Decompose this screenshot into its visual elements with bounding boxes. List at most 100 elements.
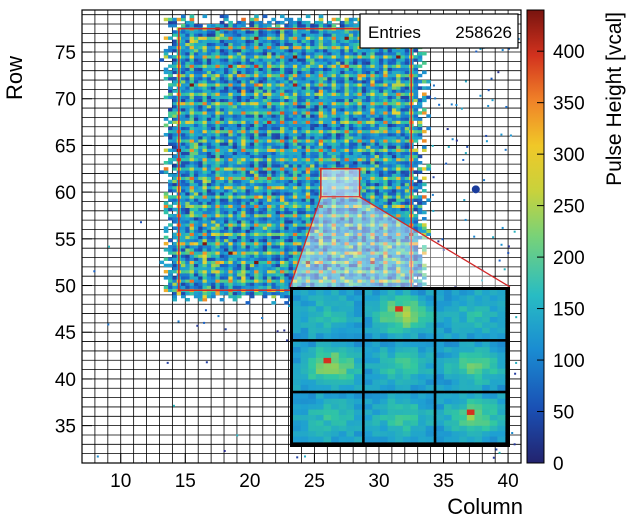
heatmap-pixel (305, 269, 311, 274)
heatmap-pixel (215, 185, 221, 190)
heatmap-pixel (366, 64, 371, 68)
heatmap-pixel (198, 67, 203, 72)
heatmap-pixel (288, 248, 294, 252)
heatmap-pixel (353, 104, 358, 109)
heatmap-pixel (413, 269, 419, 274)
heatmap-pixel (189, 161, 195, 165)
heatmap-pixel (245, 48, 251, 53)
heatmap-pixel (211, 142, 216, 146)
heatmap-pixel (211, 132, 216, 137)
heatmap-pixel (305, 161, 311, 165)
heatmap-pixel (258, 251, 264, 255)
heatmap-pixel (314, 114, 320, 118)
heatmap-pixel (189, 291, 195, 296)
heatmap-pixel (198, 151, 203, 156)
heatmap-pixel (387, 192, 393, 196)
heatmap-pixel (254, 73, 259, 78)
heatmap-pixel (279, 167, 285, 171)
heatmap-pixel (262, 136, 268, 140)
heatmap-pixel (206, 282, 212, 286)
heatmap-pixel (292, 24, 298, 28)
heatmap-pixel (284, 39, 289, 43)
heatmap-pixel (374, 223, 380, 227)
heatmap-pixel (348, 204, 354, 209)
heatmap-pixel (249, 73, 255, 78)
heatmap-pixel (254, 80, 259, 84)
heatmap-pixel (366, 170, 371, 174)
heatmap-pixel (305, 129, 311, 134)
heatmap-pixel (241, 192, 246, 196)
heatmap-pixel (271, 61, 276, 65)
heatmap-pixel (378, 254, 384, 258)
heatmap-pixel (335, 263, 341, 268)
heatmap-pixel (245, 282, 251, 286)
heatmap-pixel (288, 232, 294, 237)
heatmap-pixel (335, 273, 341, 277)
heatmap-pixel (374, 164, 380, 168)
heatmap-pixel (327, 148, 332, 152)
heatmap-pixel (279, 182, 285, 187)
heatmap-pixel (228, 129, 233, 134)
heatmap-pixel (228, 80, 233, 84)
heatmap-pixel (172, 20, 177, 25)
heatmap-pixel (275, 120, 281, 124)
heatmap-pixel (267, 58, 272, 62)
heatmap-pixel (219, 210, 225, 215)
heatmap-pixel (215, 157, 221, 162)
heatmap-pixel (387, 279, 393, 283)
heatmap-pixel (348, 111, 354, 115)
heatmap-pixel (305, 95, 311, 100)
heatmap-pixel (185, 142, 190, 146)
heatmap-pixel (335, 98, 341, 103)
heatmap-pixel (249, 151, 255, 156)
heatmap-pixel (284, 154, 289, 159)
heatmap-pixel (185, 58, 190, 62)
heatmap-pixel (374, 161, 380, 165)
heatmap-pixel (366, 266, 371, 271)
heatmap-pixel (193, 101, 199, 106)
heatmap-pixel (241, 185, 246, 190)
heatmap-pixel (215, 64, 221, 68)
heatmap-pixel (292, 167, 298, 171)
heatmap-pixel (366, 248, 371, 252)
heatmap-pixel (279, 164, 285, 168)
heatmap-pixel (297, 142, 302, 146)
heatmap-pixel (271, 83, 276, 87)
heatmap-pixel (378, 58, 384, 62)
heatmap-pixel (327, 229, 332, 233)
heatmap-pixel (245, 248, 251, 252)
heatmap-pixel (168, 136, 173, 140)
heatmap-pixel (211, 111, 216, 115)
heatmap-pixel (297, 217, 302, 221)
heatmap-pixel (279, 207, 285, 212)
heatmap-pixel (301, 24, 307, 28)
heatmap-pixel (249, 176, 255, 180)
heatmap-pixel (202, 185, 208, 190)
heatmap-pixel (327, 251, 332, 255)
heatmap-pixel (383, 276, 388, 280)
heatmap-pixel (219, 92, 225, 96)
heatmap-pixel (198, 213, 203, 218)
heatmap-pixel (396, 195, 401, 199)
heatmap-pixel (370, 83, 375, 87)
heatmap-pixel (318, 210, 324, 215)
heatmap-pixel (344, 67, 350, 72)
heatmap-pixel (361, 101, 367, 106)
heatmap-pixel (249, 201, 255, 205)
heatmap-pixel (305, 192, 311, 196)
heatmap-pixel (236, 201, 242, 205)
heatmap-pixel (378, 111, 384, 115)
heatmap-pixel (366, 76, 371, 81)
heatmap-pixel (378, 260, 384, 265)
heatmap-pixel (219, 248, 225, 252)
heatmap-pixel (404, 257, 410, 261)
heatmap-pixel (271, 248, 276, 252)
heatmap-pixel (391, 232, 397, 237)
heatmap-pixel (206, 117, 212, 121)
heatmap-pixel (258, 104, 264, 109)
heatmap-pixel (391, 80, 397, 84)
heatmap-pixel (400, 263, 406, 268)
heatmap-pixel (297, 185, 302, 190)
heatmap-pixel (262, 86, 268, 90)
